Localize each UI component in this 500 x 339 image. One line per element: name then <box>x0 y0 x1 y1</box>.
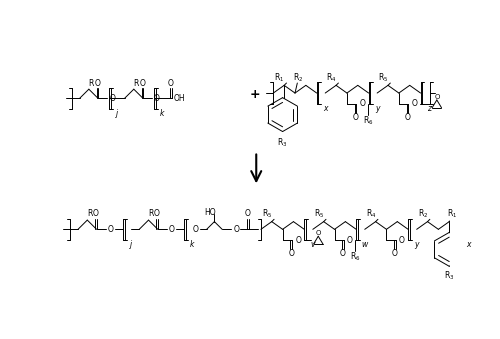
Text: O: O <box>288 250 294 258</box>
Text: R: R <box>88 79 94 87</box>
Text: O: O <box>360 99 366 108</box>
Text: O: O <box>412 99 418 108</box>
Text: R$_6$: R$_6$ <box>362 115 373 127</box>
Text: O: O <box>245 210 250 218</box>
Text: z: z <box>427 104 431 113</box>
Text: v: v <box>310 240 315 249</box>
Text: O: O <box>108 225 114 234</box>
Text: O: O <box>94 79 100 87</box>
Text: R$_3$: R$_3$ <box>444 269 454 282</box>
Text: O: O <box>340 250 346 258</box>
Text: x: x <box>323 104 328 113</box>
Text: O: O <box>109 94 115 103</box>
Text: y: y <box>375 104 380 113</box>
Text: O: O <box>154 210 160 218</box>
Text: O: O <box>233 225 239 234</box>
Text: R$_5$: R$_5$ <box>314 208 324 220</box>
Text: j: j <box>130 240 132 249</box>
Text: R$_4$: R$_4$ <box>366 208 376 220</box>
Text: R$_3$: R$_3$ <box>278 136 288 148</box>
Text: R$_1$: R$_1$ <box>274 72 284 84</box>
Text: R$_4$: R$_4$ <box>326 72 336 84</box>
Text: R: R <box>134 79 139 87</box>
Text: O: O <box>168 79 174 87</box>
Text: O: O <box>352 113 358 122</box>
Text: R$_6$: R$_6$ <box>350 251 360 263</box>
Text: k: k <box>190 240 194 249</box>
Text: O: O <box>316 230 321 236</box>
Text: O: O <box>169 225 174 234</box>
Text: R$_1$: R$_1$ <box>447 208 458 220</box>
Text: w: w <box>362 240 368 249</box>
Text: O: O <box>295 236 301 245</box>
Text: y: y <box>414 240 419 249</box>
Text: R: R <box>148 210 154 218</box>
Text: R$_2$: R$_2$ <box>293 72 303 84</box>
Text: HO: HO <box>204 208 216 217</box>
Text: O: O <box>399 236 405 245</box>
Text: R$_5$: R$_5$ <box>378 72 388 84</box>
Text: O: O <box>404 113 410 122</box>
Text: O: O <box>140 79 145 87</box>
Text: O: O <box>93 210 99 218</box>
Text: j: j <box>116 109 118 118</box>
Text: +: + <box>250 88 260 101</box>
Text: OH: OH <box>174 94 186 103</box>
Text: O: O <box>392 250 398 258</box>
Text: x: x <box>466 240 471 249</box>
Text: k: k <box>160 109 164 118</box>
Text: O: O <box>347 236 353 245</box>
Text: R$_5$: R$_5$ <box>262 208 272 220</box>
Text: R$_2$: R$_2$ <box>418 208 428 220</box>
Text: R: R <box>87 210 92 218</box>
Text: O: O <box>193 225 198 234</box>
Text: O: O <box>154 94 160 103</box>
Text: O: O <box>434 94 440 100</box>
